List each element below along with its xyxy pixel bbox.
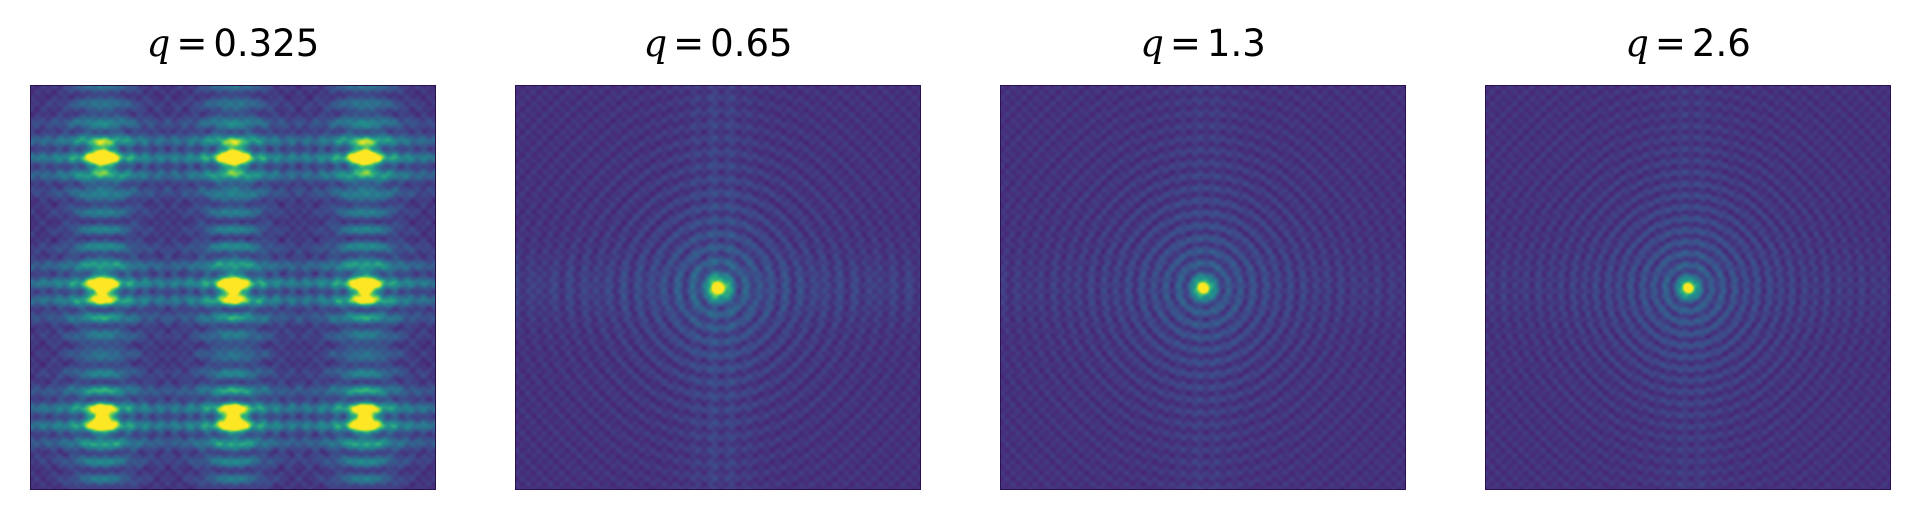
title-symbol: q xyxy=(146,22,171,65)
title-symbol: q xyxy=(1140,22,1164,65)
title-symbol: q xyxy=(1625,22,1649,65)
interference-image xyxy=(1000,85,1406,490)
interference-image xyxy=(30,85,436,490)
title-equals: = xyxy=(176,22,208,65)
interference-image xyxy=(515,85,921,490)
title-value: 2.6 xyxy=(1691,22,1751,65)
panel-q-0.325: q = 0.325 xyxy=(30,0,436,519)
panel-title: q = 1.3 xyxy=(1000,22,1406,65)
title-equals: = xyxy=(1169,22,1201,65)
title-value: 1.3 xyxy=(1206,22,1266,65)
panel-q-0.65: q = 0.65 xyxy=(515,0,921,519)
panel-q-1.3: q = 1.3 xyxy=(1000,0,1406,519)
interference-image xyxy=(1485,85,1891,490)
title-symbol: q xyxy=(643,22,668,65)
panel-q-2.6: q = 2.6 xyxy=(1485,0,1891,519)
title-value: 0.65 xyxy=(710,22,793,65)
title-equals: = xyxy=(673,22,705,65)
panel-title: q = 0.325 xyxy=(30,22,436,65)
panel-title: q = 0.65 xyxy=(515,22,921,65)
panel-title: q = 2.6 xyxy=(1485,22,1891,65)
title-value: 0.325 xyxy=(213,22,320,65)
title-equals: = xyxy=(1654,22,1686,65)
